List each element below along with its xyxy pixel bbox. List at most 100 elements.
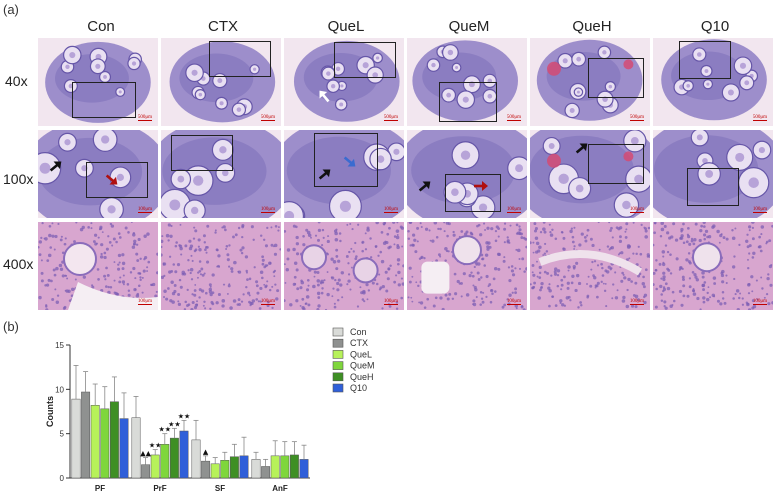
micrograph-ctx-100x: 100μm xyxy=(161,130,281,218)
micrograph-queh-400x: 100μm xyxy=(530,222,650,310)
scale-bar-label: 100μm xyxy=(752,207,768,213)
bar-q10-sf xyxy=(239,455,249,479)
scale-bar-label: 500μm xyxy=(383,115,399,121)
bar-con-sf xyxy=(191,439,201,479)
significance-marker: ★★ xyxy=(149,442,162,450)
legend-swatch-ctx xyxy=(332,338,344,348)
bar-con-prf xyxy=(131,417,141,479)
zoom-region-box xyxy=(86,162,148,198)
legend-label-quel: QueL xyxy=(350,349,372,359)
bar-con-anf xyxy=(251,459,261,479)
row-header-400x: 400x xyxy=(3,256,34,272)
zoom-region-box xyxy=(679,41,731,79)
legend-label-quem: QueM xyxy=(350,361,375,371)
scale-bar-label: 500μm xyxy=(260,115,276,121)
annotation-arrow-icon xyxy=(574,140,590,156)
zoom-region-box xyxy=(588,58,644,98)
scale-bar-label: 100μm xyxy=(137,207,153,213)
scale-bar-label: 100μm xyxy=(383,299,399,305)
significance-marker: ★★ xyxy=(178,412,191,420)
zoom-region-box xyxy=(171,135,233,171)
bar-q10-pf xyxy=(119,418,129,479)
legend-swatch-con xyxy=(332,327,344,337)
y-tick-label: 15 xyxy=(55,341,64,350)
micrograph-ctx-40x: 500μm xyxy=(161,38,281,126)
panel-b-label: (b) xyxy=(3,319,19,334)
row-header-40x: 40x xyxy=(5,73,28,89)
bar-ctx-sf xyxy=(201,460,211,479)
y-tick-label: 10 xyxy=(55,385,64,394)
annotation-arrow-icon xyxy=(48,158,64,174)
bar-quel-pf xyxy=(90,405,100,479)
micrograph-q10-40x: 500μm xyxy=(653,38,773,126)
scale-bar-label: 500μm xyxy=(137,115,153,121)
annotation-arrow-icon xyxy=(317,166,333,182)
micrograph-quel-100x: 100μm xyxy=(284,130,404,218)
annotation-arrow-icon xyxy=(417,178,433,194)
micrograph-quem-40x: 500μm xyxy=(407,38,527,126)
bar-queh-anf xyxy=(289,454,299,479)
bar-q10-anf xyxy=(299,459,309,479)
row-header-100x: 100x xyxy=(3,171,34,187)
legend-label-queh: QueH xyxy=(350,372,374,382)
micrograph-quel-400x: 100μm xyxy=(284,222,404,310)
significance-marker: ▲ xyxy=(203,448,209,456)
scale-bar-label: 100μm xyxy=(260,207,276,213)
zoom-region-box xyxy=(439,82,497,122)
column-header-quem: QueM xyxy=(448,18,490,35)
annotation-arrow-icon xyxy=(473,178,489,194)
micrograph-queh-40x: 500μm xyxy=(530,38,650,126)
legend-swatch-q10 xyxy=(332,383,344,393)
column-header-queh: QueH xyxy=(572,18,612,35)
scale-bar-label: 100μm xyxy=(506,299,522,305)
bar-ctx-prf xyxy=(141,464,151,479)
column-header-quel: QueL xyxy=(327,18,365,35)
micrograph-quem-400x: 100μm xyxy=(407,222,527,310)
bar-quem-prf xyxy=(160,444,170,479)
scale-bar-label: 500μm xyxy=(506,115,522,121)
zoom-region-box xyxy=(209,41,271,77)
significance-marker: ▲▲ xyxy=(140,450,151,458)
scale-bar-label: 100μm xyxy=(260,299,276,305)
scale-bar-label: 100μm xyxy=(383,207,399,213)
legend-label-ctx: CTX xyxy=(350,338,368,348)
bar-ctx-anf xyxy=(261,466,271,479)
micrograph-con-40x: 500μm xyxy=(38,38,158,126)
column-header-con: Con xyxy=(87,18,115,35)
bar-quem-pf xyxy=(100,408,110,479)
zoom-region-box xyxy=(445,174,501,212)
legend-label-con: Con xyxy=(350,327,367,337)
micrograph-queh-100x: 100μm xyxy=(530,130,650,218)
scale-bar-label: 100μm xyxy=(506,207,522,213)
zoom-region-box xyxy=(588,144,644,184)
x-tick-label-sf: SF xyxy=(215,484,225,493)
legend-swatch-queh xyxy=(332,372,344,382)
y-axis-title: Counts xyxy=(45,396,55,427)
scale-bar-label: 100μm xyxy=(629,299,645,305)
zoom-region-box xyxy=(334,42,396,78)
x-tick-label-pf: PF xyxy=(95,484,105,493)
scale-bar-label: 500μm xyxy=(629,115,645,121)
scale-bar-label: 100μm xyxy=(752,299,768,305)
column-header-q10: Q10 xyxy=(700,18,730,35)
annotation-arrow-icon xyxy=(316,88,332,104)
x-tick-label-anf: AnF xyxy=(272,484,288,493)
zoom-region-box xyxy=(687,168,739,206)
x-tick-label-prf: PrF xyxy=(153,484,166,493)
bar-quel-prf xyxy=(150,454,160,479)
bar-quem-sf xyxy=(220,460,230,479)
micrograph-quem-100x: 100μm xyxy=(407,130,527,218)
zoom-region-box xyxy=(72,82,136,118)
bar-queh-prf xyxy=(169,437,179,479)
panel-a-label: (a) xyxy=(3,2,19,17)
micrograph-ctx-400x: 100μm xyxy=(161,222,281,310)
annotation-arrow-icon xyxy=(104,172,120,188)
bar-con-pf xyxy=(71,398,81,479)
legend-label-q10: Q10 xyxy=(350,383,367,393)
y-tick-label: 0 xyxy=(60,474,65,483)
significance-marker: ★★ xyxy=(159,426,172,434)
bar-quel-anf xyxy=(270,455,280,479)
scale-bar-label: 500μm xyxy=(752,115,768,121)
legend-swatch-quel xyxy=(332,350,344,359)
